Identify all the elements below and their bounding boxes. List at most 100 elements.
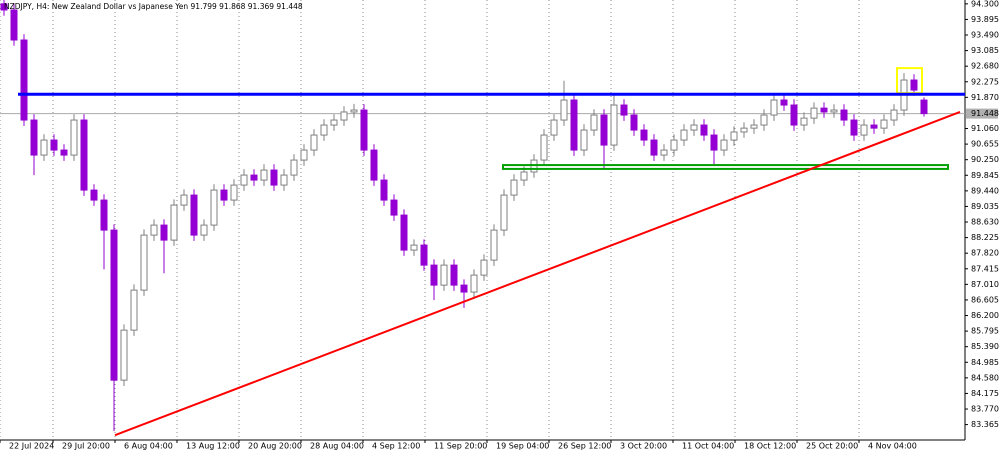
candle-body xyxy=(580,129,588,151)
candle-body xyxy=(480,259,488,276)
y-tick-label: 84.175 xyxy=(971,389,999,398)
candle-body xyxy=(670,139,678,151)
candle-body xyxy=(470,274,478,293)
candle-body xyxy=(860,124,868,136)
candle-body xyxy=(400,214,408,251)
candle-body xyxy=(740,127,748,133)
y-tick-label: 84.580 xyxy=(971,373,999,382)
y-tick-label: 89.845 xyxy=(971,171,999,180)
candle-body xyxy=(310,134,318,151)
candle-body xyxy=(520,171,528,181)
candle-body xyxy=(170,204,178,241)
candle-body xyxy=(250,174,258,181)
trend-line xyxy=(114,111,961,437)
candle-body xyxy=(90,189,98,201)
candle-body xyxy=(720,139,728,151)
y-tick-label: 94.300 xyxy=(971,0,999,8)
candle-body xyxy=(600,114,608,146)
y-tick-label: 86.200 xyxy=(971,311,999,320)
current-price-label: 91.448 xyxy=(971,109,999,118)
candle-body xyxy=(300,149,308,161)
candle-body xyxy=(660,149,668,156)
candle-body xyxy=(40,139,48,156)
x-tick-label: 11 Sep 20:00 xyxy=(434,442,487,451)
candle-body xyxy=(330,119,338,126)
candle-body xyxy=(680,129,688,141)
candle-body xyxy=(100,199,108,231)
candle-body xyxy=(120,329,128,381)
zone xyxy=(502,164,949,170)
candle-body xyxy=(50,139,58,151)
candle-body xyxy=(870,124,878,129)
current-price-box xyxy=(966,108,998,119)
y-tick-label: 92.275 xyxy=(971,77,999,86)
candle-body xyxy=(510,179,518,196)
y-tick-label: 84.985 xyxy=(971,358,999,367)
candle-body xyxy=(460,284,468,293)
y-tick-label: 87.820 xyxy=(971,249,999,258)
candle-body xyxy=(570,99,578,151)
y-tick-label: 85.390 xyxy=(971,342,999,351)
y-tick-label: 88.630 xyxy=(971,218,999,227)
x-tick-label: 25 Oct 20:00 xyxy=(806,442,858,451)
candle-body xyxy=(350,109,358,113)
candle-body xyxy=(140,234,148,291)
candle-body xyxy=(750,124,758,129)
x-tick-label: 4 Nov 04:00 xyxy=(868,442,917,451)
chart-title: NZDJPY, H4: New Zealand Dollar vs Japane… xyxy=(4,2,303,11)
candle-body xyxy=(820,107,828,113)
candle-body xyxy=(880,119,888,129)
candle-body xyxy=(130,289,138,331)
y-tick-label: 91.870 xyxy=(971,93,999,102)
candle-body xyxy=(190,194,198,236)
candle-body xyxy=(730,131,738,141)
candle-body xyxy=(550,119,558,136)
candle-body xyxy=(610,104,618,146)
x-tick-label: 26 Sep 12:00 xyxy=(558,442,611,451)
candle-body xyxy=(770,99,778,116)
candle-body xyxy=(220,189,228,201)
candle-body xyxy=(920,99,928,115)
y-tick-label: 92.680 xyxy=(971,62,999,71)
candle-body xyxy=(200,224,208,236)
candle-body xyxy=(180,194,188,206)
x-tick-label: 20 Aug 20:00 xyxy=(248,442,302,451)
y-tick-label: 86.605 xyxy=(971,295,999,304)
candle-body xyxy=(850,119,858,136)
candle-body xyxy=(230,184,238,201)
candle-body xyxy=(10,9,18,41)
candle-body xyxy=(280,174,288,186)
candle-body xyxy=(910,79,918,91)
candle-body xyxy=(810,107,818,119)
y-tick-label: 89.440 xyxy=(971,186,999,195)
candle-body xyxy=(370,149,378,181)
y-tick-label: 87.415 xyxy=(971,264,999,273)
candle-body xyxy=(260,169,268,181)
candle-body xyxy=(320,124,328,136)
candle-body xyxy=(790,104,798,126)
candle-body xyxy=(440,264,448,286)
candle-body xyxy=(30,119,38,156)
candle-body xyxy=(410,244,418,251)
candle-body xyxy=(430,264,438,286)
x-tick-label: 28 Aug 04:00 xyxy=(310,442,364,451)
candle-body xyxy=(450,264,458,286)
y-tick-label: 90.250 xyxy=(971,155,999,164)
y-tick-label: 87.010 xyxy=(971,280,999,289)
y-tick-label: 83.365 xyxy=(971,420,999,429)
x-tick-label: 4 Sep 12:00 xyxy=(372,442,420,451)
candle-body xyxy=(780,99,788,106)
y-tick-label: 89.035 xyxy=(971,202,999,211)
y-tick-label: 93.895 xyxy=(971,15,999,24)
x-tick-label: 3 Oct 20:00 xyxy=(620,442,667,451)
candle-body xyxy=(590,114,598,131)
candle-body xyxy=(390,199,398,216)
candle-body xyxy=(380,179,388,201)
candle-body xyxy=(20,39,28,121)
y-tick-label: 93.085 xyxy=(971,46,999,55)
candle-body xyxy=(210,189,218,226)
x-tick-label: 22 Jul 2024 xyxy=(9,442,54,451)
candle-body xyxy=(630,114,638,131)
